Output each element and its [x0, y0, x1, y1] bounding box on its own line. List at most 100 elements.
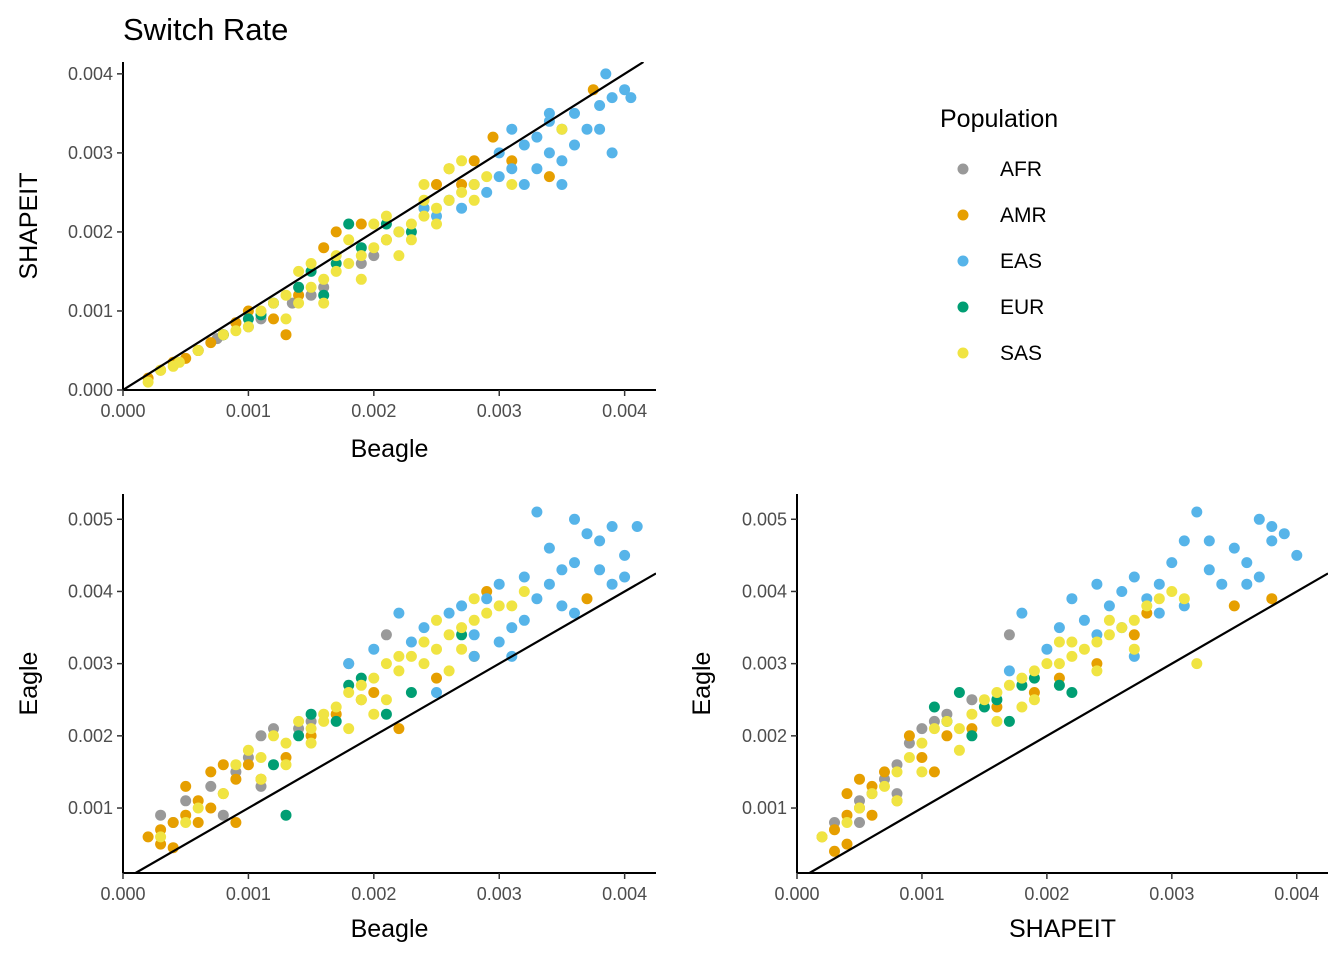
data-point: [1178, 535, 1190, 547]
data-point: [619, 84, 631, 96]
data-point: [1078, 614, 1090, 626]
y-axis-title: Eagle: [688, 652, 716, 716]
data-point: [1116, 586, 1128, 597]
data-point: [443, 194, 455, 206]
data-point: [180, 795, 192, 807]
data-point: [1041, 643, 1053, 655]
data-point: [217, 809, 229, 821]
data-point: [380, 629, 392, 641]
data-point: [242, 321, 254, 333]
data-point: [205, 766, 217, 778]
legend-key-amr: [957, 209, 969, 221]
data-point: [355, 258, 367, 269]
data-point: [305, 258, 317, 269]
series-eas: [343, 506, 643, 698]
data-point: [431, 210, 442, 222]
data-point: [355, 679, 367, 691]
data-point: [556, 600, 568, 612]
y-tick-label: 0.002: [742, 726, 787, 746]
figure-title: Switch Rate: [123, 12, 288, 47]
data-point: [405, 650, 417, 662]
data-point: [368, 672, 380, 684]
data-point: [1016, 701, 1028, 713]
data-point: [1053, 636, 1065, 648]
data-point: [487, 131, 499, 143]
data-point: [431, 218, 442, 230]
data-point: [355, 242, 367, 254]
data-point: [456, 622, 468, 634]
data-point: [506, 622, 518, 634]
data-point: [393, 723, 405, 735]
identity-line: [123, 62, 645, 390]
data-point: [431, 614, 442, 626]
data-point: [1241, 557, 1253, 569]
data-point: [1203, 564, 1215, 576]
data-point: [1166, 586, 1178, 597]
legend-title: Population: [940, 105, 1058, 133]
y-tick-label: 0.001: [68, 798, 113, 818]
data-point: [405, 226, 417, 238]
data-point: [866, 788, 878, 800]
data-point: [841, 817, 853, 828]
data-point: [280, 809, 292, 821]
series-afr: [155, 629, 392, 828]
data-point: [1103, 614, 1115, 626]
data-point: [1091, 578, 1103, 590]
data-point: [594, 123, 606, 135]
data-point: [1028, 694, 1040, 706]
data-point: [1241, 578, 1253, 590]
data-point: [903, 752, 915, 763]
legend-key-afr: [957, 163, 969, 175]
data-point: [293, 730, 305, 742]
data-point: [355, 694, 367, 706]
data-point: [1053, 679, 1065, 691]
data-point: [941, 730, 953, 742]
data-point: [953, 744, 965, 756]
data-point: [1253, 571, 1265, 583]
data-point: [1128, 629, 1140, 641]
data-point: [891, 766, 903, 778]
data-point: [581, 123, 593, 135]
data-point: [594, 535, 606, 547]
legend-label-afr: AFR: [1000, 158, 1042, 181]
data-point: [518, 614, 530, 626]
data-point: [978, 694, 990, 706]
data-point: [991, 687, 1003, 698]
data-point: [343, 218, 355, 230]
x-tick-label: 0.001: [226, 884, 271, 904]
data-point: [556, 123, 568, 135]
data-point: [531, 593, 543, 605]
data-point: [600, 68, 612, 80]
data-point: [456, 202, 468, 214]
data-point: [481, 593, 493, 605]
y-tick-label: 0.005: [742, 509, 787, 529]
data-point: [418, 179, 430, 190]
series-amr: [142, 586, 593, 854]
data-point: [192, 802, 204, 814]
data-point: [1028, 665, 1040, 677]
data-point: [468, 194, 480, 206]
data-point: [318, 281, 330, 293]
identity-line: [134, 572, 656, 873]
data-point: [966, 708, 978, 720]
data-point: [330, 258, 342, 269]
data-point: [255, 730, 267, 742]
data-point: [1278, 528, 1290, 540]
data-point: [1153, 607, 1165, 619]
data-point: [543, 107, 555, 119]
data-point: [456, 155, 468, 167]
series-eas: [1003, 506, 1303, 677]
y-tick-label: 0.002: [68, 222, 113, 242]
data-point: [518, 571, 530, 583]
x-tick-label: 0.001: [226, 401, 271, 421]
data-point: [569, 107, 580, 119]
points-layer: [142, 506, 643, 854]
x-tick-label: 0.000: [774, 884, 819, 904]
data-point: [531, 131, 543, 143]
data-point: [443, 163, 455, 175]
legend: Population AFR AMR EAS EUR SAS: [940, 105, 1058, 365]
data-point: [1153, 593, 1165, 605]
data-point: [330, 265, 342, 277]
data-point: [255, 773, 267, 785]
data-point: [481, 607, 493, 619]
